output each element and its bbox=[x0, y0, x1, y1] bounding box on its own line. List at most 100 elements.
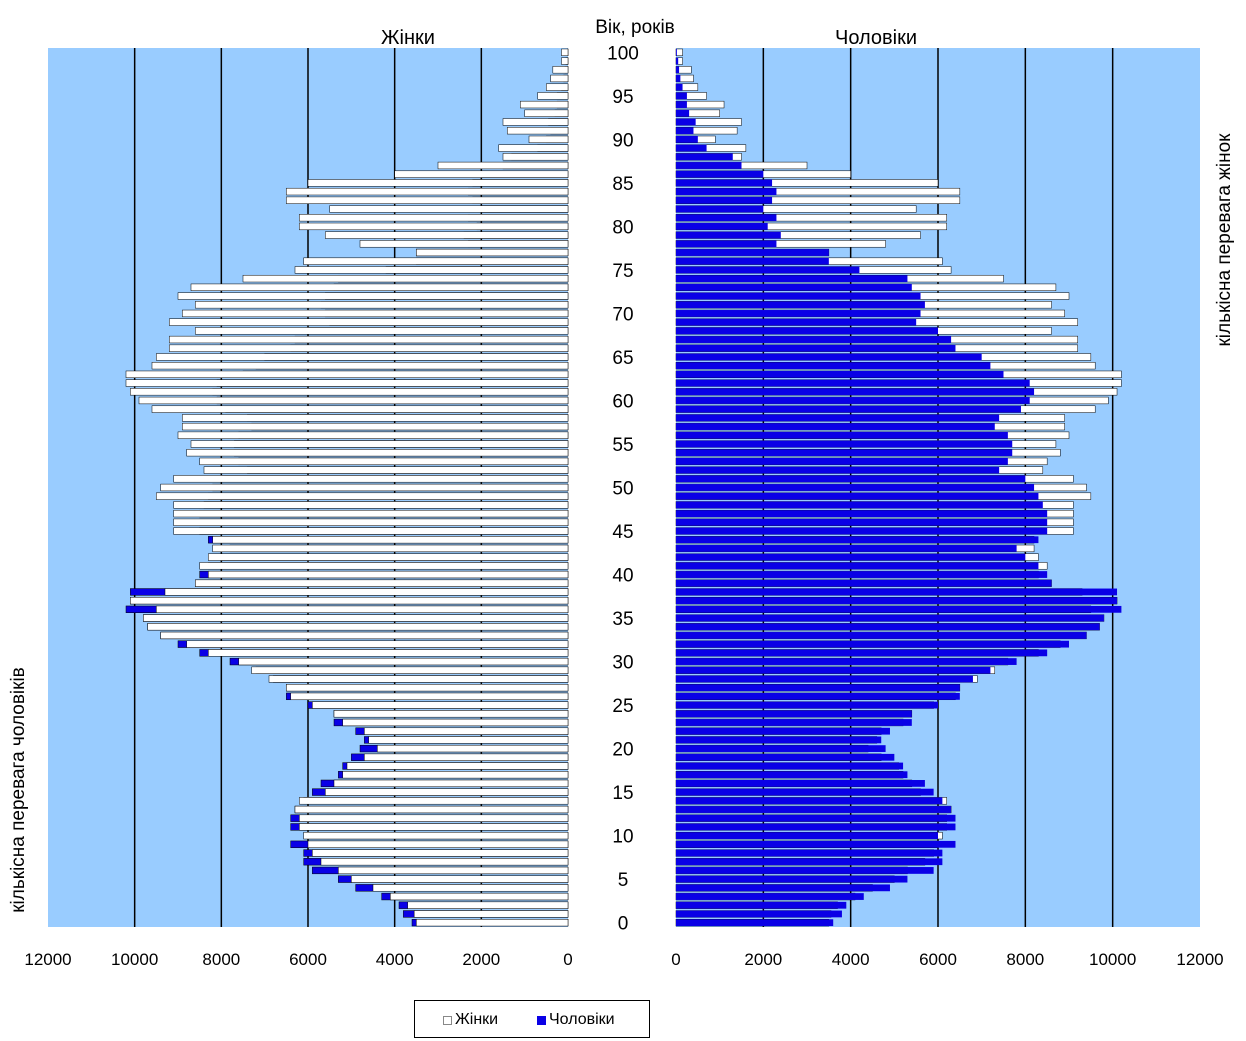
left-bar-female bbox=[498, 144, 569, 152]
right-bar-male bbox=[676, 379, 1030, 387]
left-bar-female bbox=[169, 335, 569, 344]
right-bar-male bbox=[676, 223, 768, 230]
left-bar-female bbox=[186, 640, 569, 648]
left-bar-female bbox=[147, 623, 569, 631]
x-tick-label-left: 4000 bbox=[376, 950, 414, 969]
title-right: Чоловіки bbox=[835, 27, 917, 49]
right-bar-male bbox=[676, 814, 956, 822]
left-side-label: кількісна перевага чоловіків bbox=[8, 667, 29, 913]
left-bar-female bbox=[190, 283, 569, 291]
left-bar-female bbox=[294, 266, 569, 274]
left-bar-female bbox=[177, 431, 569, 439]
right-bar-male bbox=[676, 240, 777, 248]
left-bar-female bbox=[333, 710, 569, 718]
title-left: Жінки bbox=[381, 27, 435, 49]
left-bar-female bbox=[368, 736, 569, 744]
age-tick-label: 85 bbox=[612, 174, 633, 195]
age-tick-label: 55 bbox=[612, 435, 633, 456]
age-tick-label: 95 bbox=[612, 87, 633, 108]
right-bar-male bbox=[676, 266, 860, 274]
left-bar-female bbox=[208, 649, 569, 657]
left-bar-female bbox=[130, 596, 569, 605]
age-tick-label: 35 bbox=[612, 609, 633, 630]
left-bar-female bbox=[312, 701, 569, 709]
right-bar-male bbox=[676, 344, 956, 352]
age-tick-label: 25 bbox=[612, 696, 633, 717]
left-bar-female bbox=[351, 875, 569, 883]
right-bar-male bbox=[676, 457, 1008, 465]
left-bar-female bbox=[160, 483, 569, 492]
age-tick-label: 65 bbox=[612, 348, 633, 369]
left-bar-female bbox=[299, 222, 569, 231]
left-bar-female bbox=[182, 422, 569, 431]
legend-label-males: Чоловіки bbox=[549, 1011, 615, 1028]
left-bar-female bbox=[528, 135, 569, 144]
age-tick-label: 60 bbox=[612, 391, 633, 412]
right-bar-male bbox=[676, 301, 925, 309]
legend-label-females: Жінки bbox=[455, 1011, 499, 1028]
right-bar-male bbox=[676, 162, 742, 169]
left-bar-female bbox=[359, 240, 569, 248]
left-bar-female bbox=[342, 771, 569, 779]
right-panel-males bbox=[675, 48, 1200, 927]
x-tick-label-right: 8000 bbox=[1006, 950, 1044, 969]
right-bar-male bbox=[676, 423, 995, 430]
x-axis-ticks: 12000 10000 8000 6000 4000 2000 0 0 2000 4000 6000… bbox=[24, 950, 1223, 969]
age-axis: 0 5 10 15 20 25 30 35 40 45 50 55 60 65 70 75 80 85 90 95 10… bbox=[607, 43, 639, 934]
right-bar-male bbox=[676, 188, 777, 195]
right-bar-male bbox=[676, 545, 1017, 552]
right-bar-male bbox=[676, 893, 864, 900]
right-bar-male bbox=[676, 92, 687, 100]
right-bar-male bbox=[676, 649, 1048, 657]
left-bar-female bbox=[286, 187, 569, 196]
x-tick-label-right: 6000 bbox=[919, 950, 957, 969]
left-bar-female bbox=[303, 257, 569, 265]
right-bar-male bbox=[676, 623, 1100, 631]
left-bar-female bbox=[307, 840, 569, 848]
age-tick-label: 5 bbox=[618, 870, 629, 891]
left-bar-female bbox=[320, 858, 569, 866]
legend-item-females: Жінки bbox=[443, 1011, 498, 1029]
left-bar-female bbox=[208, 553, 569, 561]
left-bar-female bbox=[186, 449, 569, 457]
right-bar-male bbox=[676, 510, 1048, 518]
left-bar-female bbox=[156, 492, 569, 500]
right-bar-male bbox=[676, 692, 960, 700]
right-bar-male bbox=[676, 475, 1026, 483]
right-bar-male bbox=[676, 597, 1118, 605]
left-bar-female bbox=[195, 301, 569, 309]
left-bar-female bbox=[333, 779, 569, 788]
left-panel-females bbox=[48, 48, 569, 927]
legend: Жінки Чоловіки bbox=[414, 1000, 650, 1038]
right-bar-male bbox=[676, 405, 1021, 413]
left-bar-female bbox=[125, 379, 569, 387]
left-bar-female bbox=[377, 744, 569, 753]
left-bar-female bbox=[299, 797, 569, 805]
left-bar-female bbox=[212, 544, 569, 553]
right-bar-male bbox=[676, 849, 943, 857]
x-tick-label-left: 2000 bbox=[462, 950, 500, 969]
legend-item-males: Чоловіки bbox=[537, 1011, 615, 1029]
right-bar-male bbox=[676, 753, 895, 761]
left-bar-female bbox=[299, 823, 569, 831]
left-bar-female bbox=[303, 831, 569, 840]
left-bar-female bbox=[208, 570, 569, 579]
right-bar-male bbox=[676, 249, 829, 256]
right-bar-male bbox=[676, 101, 687, 108]
right-bar-male bbox=[676, 840, 956, 848]
right-bar-male bbox=[676, 414, 1000, 422]
left-bar-female bbox=[552, 66, 569, 74]
left-bar-female bbox=[130, 388, 569, 396]
left-bar-female bbox=[329, 205, 569, 213]
right-bar-male bbox=[676, 492, 1039, 500]
right-bar-male bbox=[676, 884, 890, 892]
left-bar-female bbox=[325, 788, 569, 796]
left-bar-female bbox=[524, 109, 569, 117]
left-bar-female bbox=[156, 605, 569, 613]
left-bar-female bbox=[299, 214, 569, 222]
left-bar-female bbox=[173, 475, 569, 483]
right-bar-male bbox=[676, 310, 921, 317]
left-bar-female bbox=[182, 309, 569, 318]
right-bar-male bbox=[676, 919, 834, 927]
